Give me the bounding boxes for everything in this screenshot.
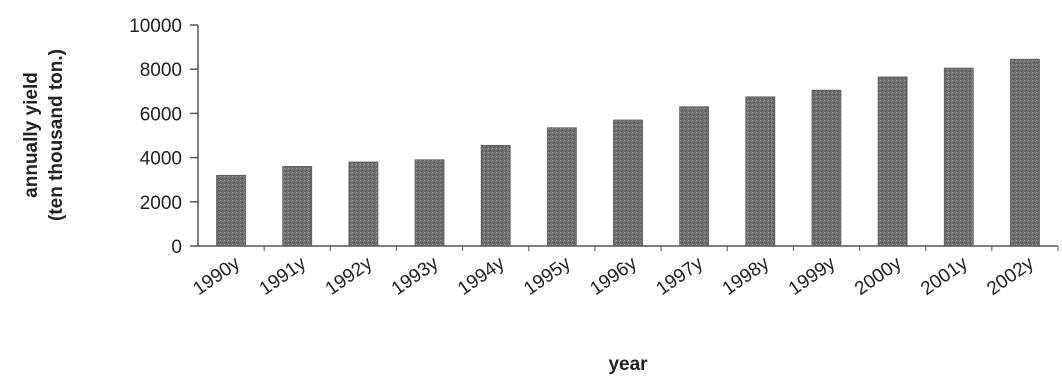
bars-group [217, 59, 1040, 246]
bar-1990y [217, 175, 246, 246]
bar-1993y [415, 160, 444, 246]
y-tick-label: 8000 [140, 60, 182, 81]
bar-1997y [680, 107, 709, 246]
y-ticks-group: 0 2000 4000 6000 8000 10000 [129, 16, 198, 258]
x-tick-label: 1997y [653, 253, 708, 300]
y-tick-label: 6000 [140, 104, 182, 125]
x-tick-label: 1992y [322, 253, 377, 300]
x-tick-label: 1990y [189, 253, 244, 300]
bar-1994y [481, 145, 510, 246]
bar-2001y [944, 68, 973, 246]
bar-1991y [283, 166, 312, 246]
x-tick-label: 2002y [983, 253, 1038, 300]
x-tick-label: 1993y [388, 253, 443, 300]
y-axis-title-line-1: annually yield [21, 72, 42, 198]
y-tick-label: 2000 [140, 193, 182, 214]
y-tick-label: 4000 [140, 149, 182, 170]
bar-2002y [1010, 59, 1039, 246]
x-tick-label: 1994y [454, 253, 509, 300]
x-tick-label: 1998y [719, 253, 774, 300]
bar-2000y [878, 77, 907, 246]
x-tick-label: 1999y [785, 253, 840, 300]
y-tick-label: 0 [171, 237, 182, 258]
bar-1995y [547, 128, 576, 246]
y-tick-label: 10000 [129, 16, 182, 37]
x-ticks-group: 1990y 1991y 1992y 1993y 1994y 1995y 1996y 1997y… [189, 246, 1058, 300]
x-axis-title: year [608, 354, 648, 375]
x-tick-label: 1991y [256, 253, 311, 300]
x-tick-label: 1996y [586, 253, 641, 300]
x-tick-label: 2001y [917, 253, 972, 300]
bar-1992y [349, 162, 378, 246]
x-tick-label: 2000y [851, 253, 906, 300]
bar-1996y [614, 120, 643, 246]
bar-1998y [746, 97, 775, 246]
bar-1999y [812, 90, 841, 246]
x-tick-label: 1995y [520, 253, 575, 300]
y-axis-title-line-2: (ten thousand ton.) [46, 49, 67, 221]
